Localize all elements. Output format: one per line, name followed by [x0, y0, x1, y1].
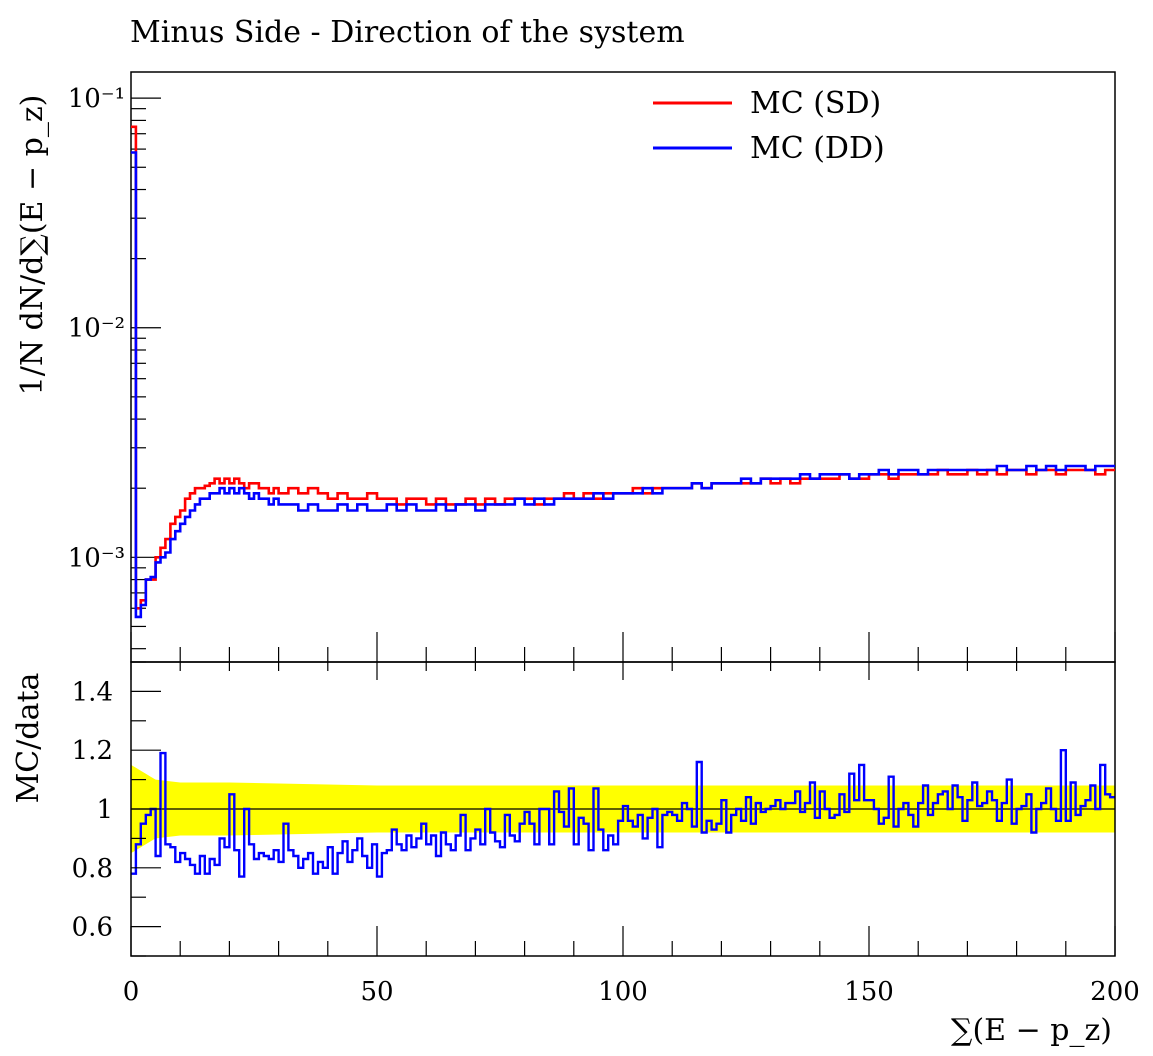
lower-panel: 0.6 0.8 1 1.2 1.4 0 50 100 150 200 MC/data ∑(E −…: [11, 661, 1140, 1048]
y-tick-label: 10⁻²: [68, 314, 125, 344]
y-tick-label: 10⁻¹: [68, 84, 125, 114]
y-tick-label: 1.2: [72, 736, 113, 766]
x-tick-label: 100: [598, 977, 648, 1007]
upper-y-tick-labels: 10⁻³ 10⁻² 10⁻¹: [68, 84, 125, 573]
x-tick-label: 150: [844, 977, 894, 1007]
ratio-line-mc-dd: [131, 749, 1115, 878]
lower-ticks: [130, 661, 1116, 957]
upper-y-axis-title: 1/N dN/d∑(E − p_z): [15, 95, 50, 396]
lower-y-tick-labels: 0.6 0.8 1 1.2 1.4: [72, 677, 113, 942]
y-tick-label: 0.8: [72, 854, 113, 884]
lower-y-axis-title: MC/data: [11, 672, 46, 803]
legend-label-dd: MC (DD): [750, 131, 885, 166]
x-tick-label: 50: [360, 977, 393, 1007]
legend: MC (SD) MC (DD): [653, 86, 885, 166]
y-tick-label: 10⁻³: [68, 543, 125, 573]
upper-ticks: [130, 97, 1116, 662]
y-tick-label: 1.4: [72, 677, 113, 707]
x-tick-label: 200: [1090, 977, 1140, 1007]
x-axis-title: ∑(E − p_z): [951, 1013, 1112, 1048]
x-tick-label: 0: [123, 977, 140, 1007]
legend-label-sd: MC (SD): [750, 86, 881, 121]
y-tick-label: 0.6: [72, 913, 113, 943]
series-line-mc-dd: [131, 151, 1115, 619]
upper-series: [131, 125, 1115, 619]
chart-title: Minus Side - Direction of the system: [130, 15, 685, 50]
x-tick-labels: 0 50 100 150 200: [123, 977, 1140, 1007]
upper-panel: 10⁻³ 10⁻² 10⁻¹ 1/N dN/d∑(E − p_z) MC (SD) …: [15, 71, 1116, 663]
y-tick-label: 1: [96, 795, 113, 825]
series-line-mc-sd: [131, 125, 1115, 610]
upper-plot-frame: [130, 71, 1116, 663]
lower-series: [131, 749, 1115, 878]
